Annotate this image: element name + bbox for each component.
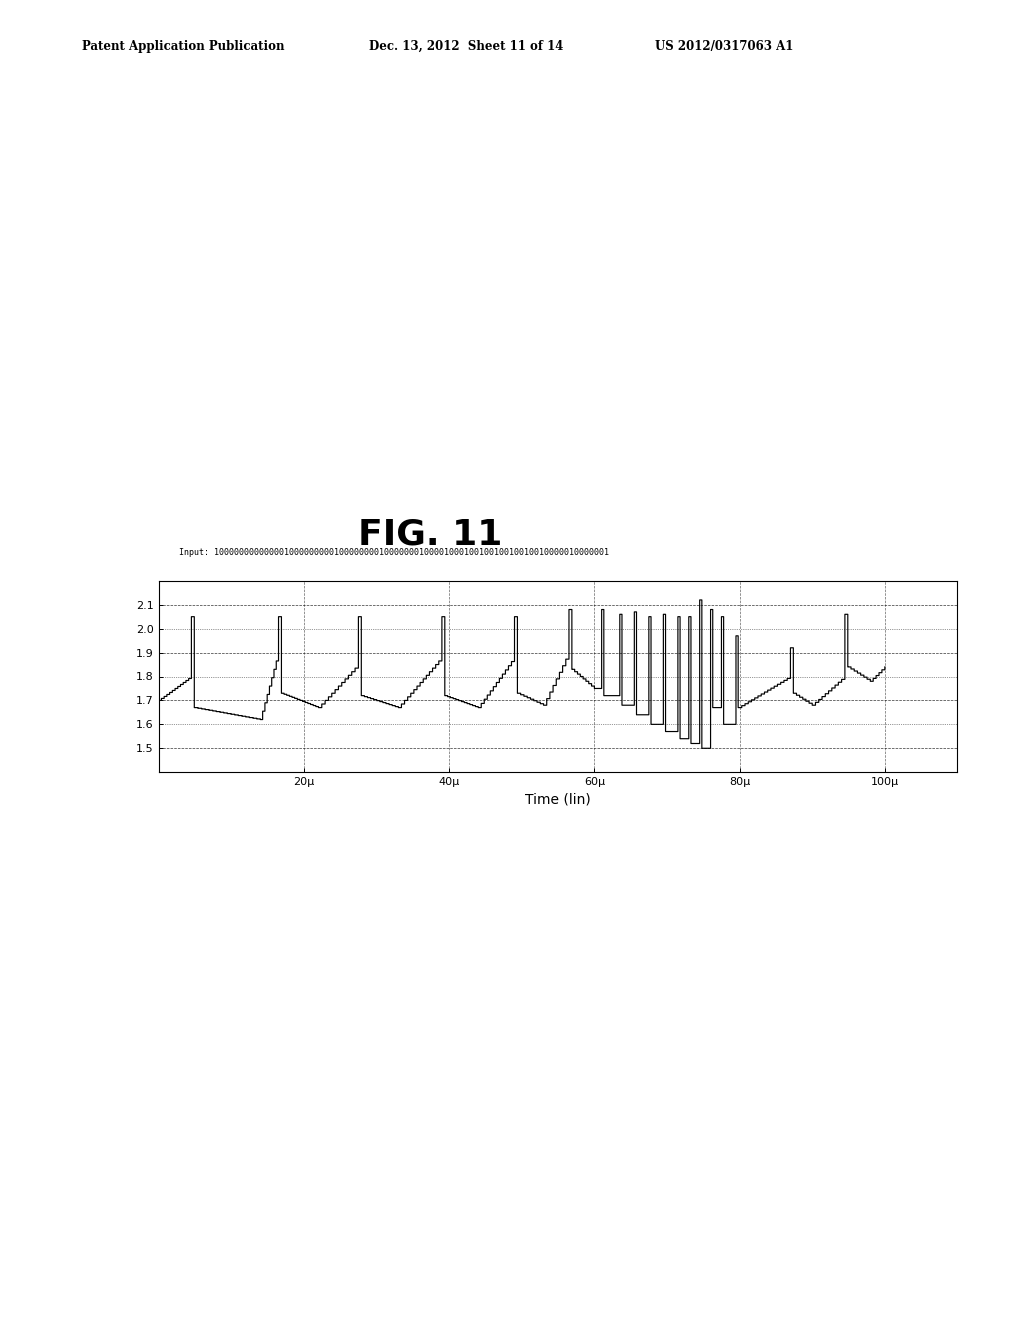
Text: Dec. 13, 2012  Sheet 11 of 14: Dec. 13, 2012 Sheet 11 of 14: [369, 40, 563, 53]
Text: FIG. 11: FIG. 11: [358, 517, 502, 552]
Text: US 2012/0317063 A1: US 2012/0317063 A1: [655, 40, 794, 53]
X-axis label: Time (lin): Time (lin): [525, 792, 591, 807]
Text: Input: 1000000000000010000000001000000001000000010000100010010010010010010000010: Input: 100000000000001000000000100000000…: [179, 548, 609, 557]
Text: Patent Application Publication: Patent Application Publication: [82, 40, 285, 53]
